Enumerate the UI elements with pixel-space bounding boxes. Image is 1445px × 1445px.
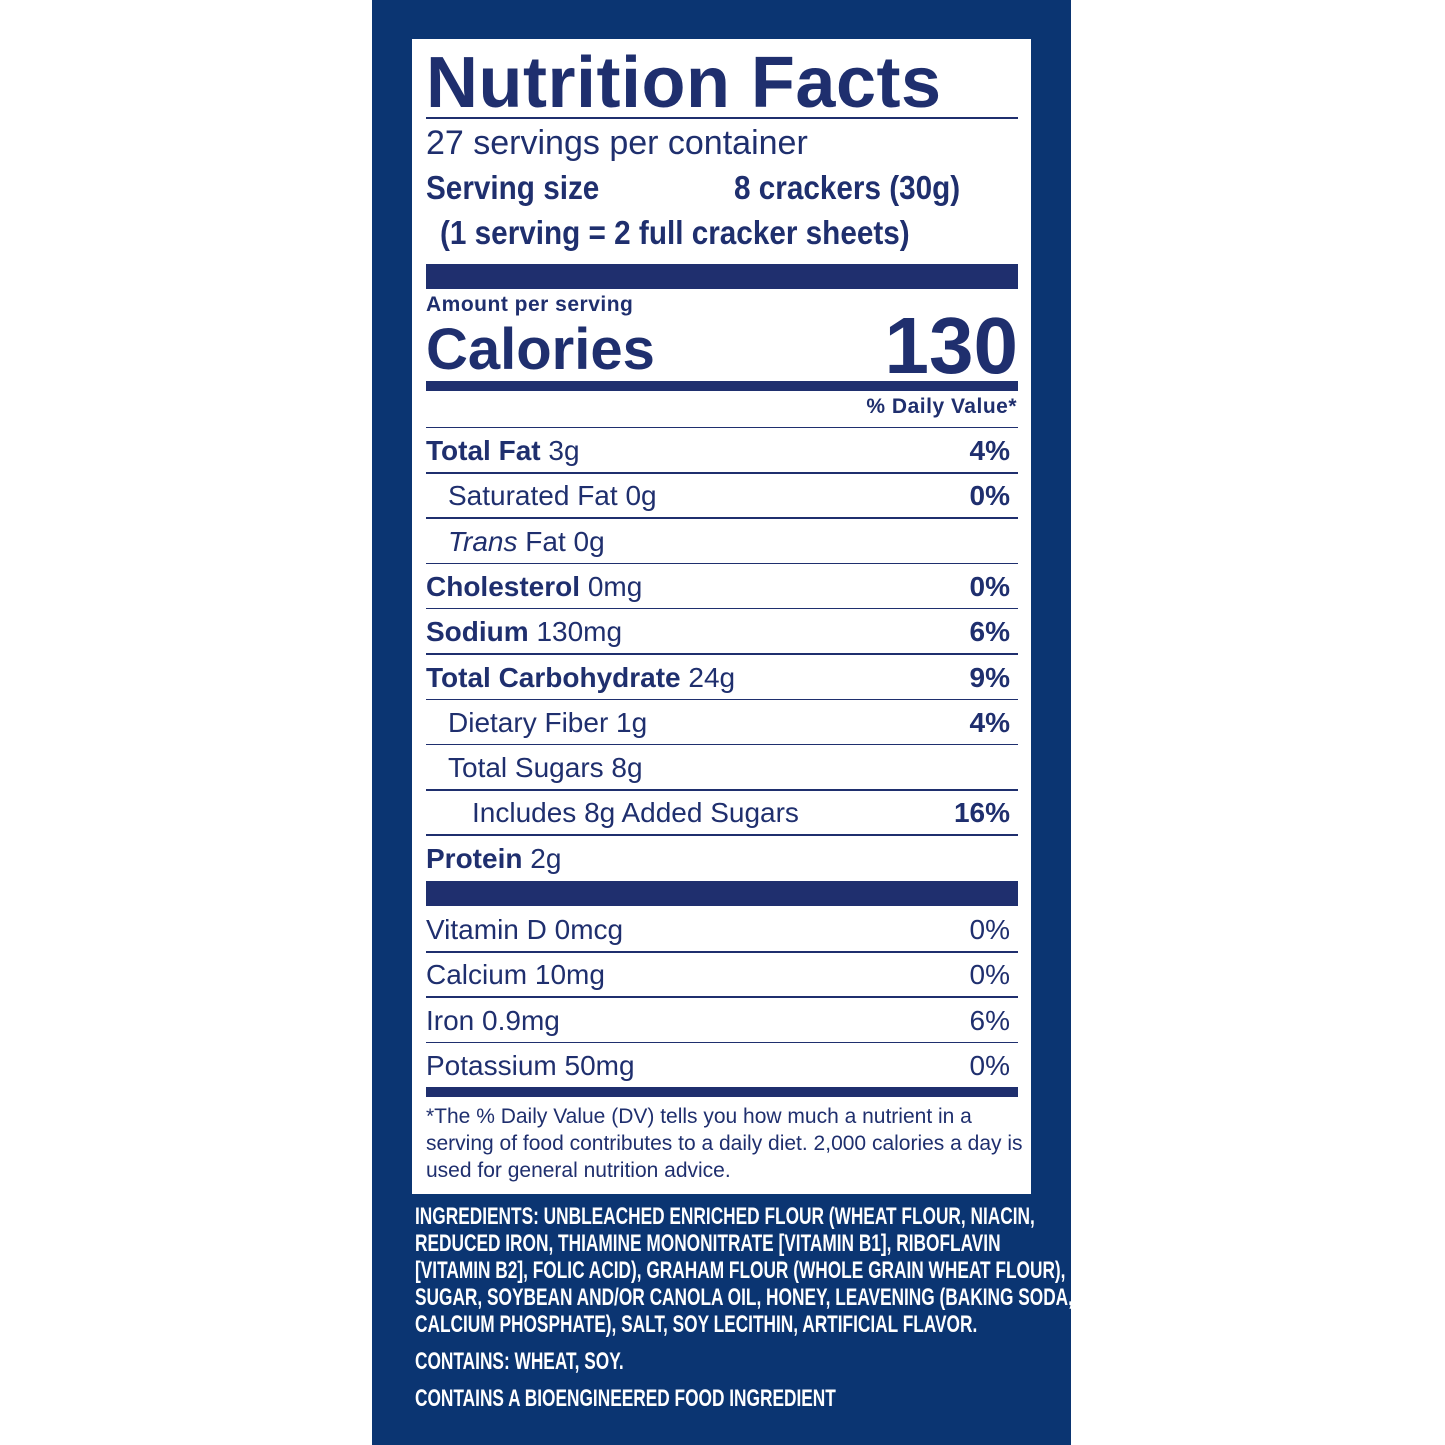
divider	[426, 517, 1018, 519]
nutrient-name: Protein 2g	[426, 843, 561, 874]
divider	[426, 472, 1018, 474]
divider	[426, 562, 1018, 565]
ingredients-line: CALCIUM PHOSPHATE), SALT, SOY LECITHIN, …	[415, 1311, 978, 1338]
vitamin-name: Iron 0.9mg	[426, 1004, 560, 1036]
nutrient-amount: 3g	[548, 435, 580, 466]
nutrient-row: Saturated Fat 0g 0%	[448, 473, 1010, 518]
ingredients-line: INGREDIENTS: UNBLEACHED ENRICHED FLOUR (…	[415, 1203, 1035, 1230]
nutrient-name: Trans Fat 0g	[448, 526, 605, 557]
nutrient-label: Trans	[448, 525, 518, 557]
vitamin-row: Potassium 50mg 0%	[426, 1043, 1010, 1088]
medium-divider	[426, 381, 1018, 391]
nutrient-label: Saturated Fat	[448, 480, 618, 512]
divider	[426, 607, 1018, 610]
nutrient-label: Cholesterol	[426, 570, 581, 602]
thick-divider	[426, 881, 1018, 906]
nutrient-amount: 2g	[530, 842, 562, 874]
nutrient-row: Total Carbohydrate 24g 9%	[426, 655, 1010, 700]
vitamin-row: Iron 0.9mg 6%	[426, 998, 1010, 1043]
divider	[426, 743, 1018, 746]
daily-value-percent: 0%	[969, 1049, 1010, 1081]
divider	[426, 698, 1018, 700]
nutrient-row: Total Fat 3g 4%	[426, 428, 1010, 473]
bioengineered-statement: CONTAINS A BIOENGINEERED FOOD INGREDIENT	[415, 1385, 836, 1412]
thick-divider	[426, 264, 1018, 289]
nutrient-name: Total Sugars 8g	[448, 752, 643, 783]
nutrient-name: Sodium 130mg	[426, 616, 622, 647]
daily-value-percent: 0%	[969, 480, 1010, 512]
nutrient-row: Dietary Fiber 1g 4%	[448, 700, 1010, 745]
nutrient-name: Dietary Fiber 1g	[448, 707, 647, 738]
nutrient-amount: 0mg	[587, 570, 643, 602]
nutrient-row: Protein 2g	[426, 836, 1010, 881]
nutrient-amount: 130mg	[536, 616, 623, 648]
nutrient-row: Sodium 130mg 6%	[426, 609, 1010, 654]
divider	[426, 427, 1018, 428]
nutrient-row: Trans Fat 0g	[448, 519, 1010, 564]
nutrient-name: Total Fat 3g	[426, 435, 580, 466]
divider	[426, 834, 1018, 836]
serving-size-value: 8 crackers (30g)	[734, 169, 961, 206]
nutrient-label: Total Carbohydrate	[426, 661, 681, 693]
daily-value-percent: 16%	[953, 797, 1010, 829]
nutrient-row: Includes 8g Added Sugars 16%	[472, 790, 1010, 835]
divider	[426, 789, 1018, 791]
daily-value-percent: 6%	[969, 1004, 1010, 1036]
divider	[426, 653, 1018, 655]
ingredients-block: INGREDIENTS: UNBLEACHED ENRICHED FLOUR (…	[415, 1203, 1073, 1412]
nutrient-amount: 0g	[625, 480, 657, 512]
amount-per-serving: Amount per serving	[426, 293, 634, 316]
label-title: Nutrition Facts	[426, 43, 942, 123]
nutrient-label: Total Sugars	[448, 752, 604, 784]
nutrition-facts-label: Nutrition Facts 27 servings per containe…	[412, 39, 1031, 1194]
daily-value-percent: 9%	[969, 661, 1010, 693]
nutrient-row: Cholesterol 0mg 0%	[426, 564, 1010, 609]
vitamin-row: Calcium 10mg 0%	[426, 952, 1010, 997]
nutrient-name: Total Carbohydrate 24g	[426, 662, 735, 693]
nutrient-label: Total Fat	[426, 435, 541, 466]
nutrient-label-rest: Fat	[525, 525, 566, 557]
divider	[426, 996, 1018, 998]
vitamin-name: Potassium 50mg	[426, 1049, 635, 1081]
daily-value-percent: 4%	[969, 435, 1010, 466]
nutrient-amount: 24g	[688, 661, 736, 693]
nutrient-name: Includes 8g Added Sugars	[472, 797, 799, 828]
footnote: *The % Daily Value (DV) tells you how mu…	[426, 1105, 1023, 1182]
calories-value: 130	[884, 301, 1018, 390]
nutrient-label: Sodium	[426, 616, 529, 648]
nutrient-label: Protein	[426, 842, 523, 874]
medium-divider	[426, 1087, 1018, 1097]
divider	[426, 951, 1018, 953]
daily-value-percent: 0%	[969, 914, 1010, 945]
serving-size-label: Serving size	[426, 169, 600, 206]
daily-value-percent: 0%	[969, 570, 1010, 602]
nutrient-label: Includes 8g Added Sugars	[472, 797, 799, 829]
daily-value-percent: 4%	[969, 706, 1010, 738]
nutrient-row: Total Sugars 8g	[448, 745, 1010, 790]
daily-value-percent: 0%	[969, 959, 1010, 991]
nutrient-amount: 1g	[616, 706, 648, 738]
nutrient-amount: 0g	[573, 525, 605, 557]
divider	[426, 1041, 1018, 1044]
ingredients-line: REDUCED IRON, THIAMINE MONONITRATE [VITA…	[415, 1230, 1001, 1257]
calories-label: Calories	[426, 317, 655, 382]
nutrient-amount: 8g	[611, 752, 643, 784]
servings-per-container: 27 servings per container	[426, 124, 808, 162]
allergen-statement: CONTAINS: WHEAT, SOY.	[415, 1348, 624, 1375]
serving-note: (1 serving = 2 full cracker sheets)	[440, 214, 910, 251]
ingredients-line: [VITAMIN B2], FOLIC ACID), GRAHAM FLOUR …	[415, 1257, 1066, 1284]
daily-value-header: % Daily Value*	[866, 395, 1017, 418]
nutrient-name: Saturated Fat 0g	[448, 480, 657, 511]
vitamin-row: Vitamin D 0mcg 0%	[426, 907, 1010, 952]
nutrient-name: Cholesterol 0mg	[426, 571, 642, 602]
daily-value-percent: 6%	[969, 616, 1010, 648]
divider	[426, 117, 1018, 119]
nutrient-label: Dietary Fiber	[448, 706, 609, 738]
vitamin-name: Calcium 10mg	[426, 959, 605, 991]
vitamin-name: Vitamin D 0mcg	[426, 914, 624, 945]
ingredients-line: SUGAR, SOYBEAN AND/OR CANOLA OIL, HONEY,…	[415, 1284, 1073, 1311]
